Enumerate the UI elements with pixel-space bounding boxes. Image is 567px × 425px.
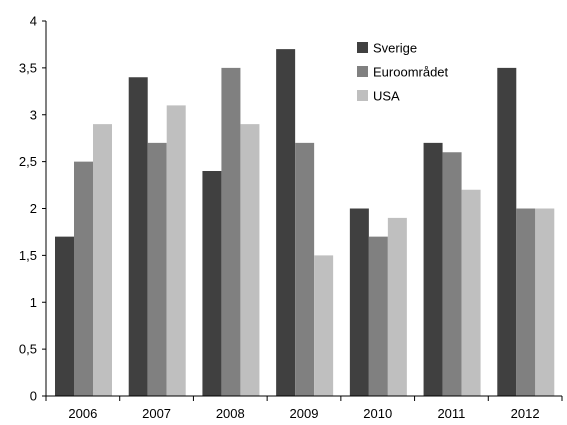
legend-swatch-euroområdet — [357, 66, 368, 77]
bar-sverige-2009 — [276, 49, 296, 397]
bar-usa-2010 — [387, 217, 407, 397]
x-tick-label-2006: 2006 — [68, 406, 97, 421]
x-tick-label-2007: 2007 — [142, 406, 171, 421]
bar-euroområdet-2012 — [516, 208, 536, 396]
bar-euroområdet-2006 — [74, 161, 93, 397]
bar-sverige-2010 — [349, 208, 369, 396]
y-tick-label-8: 4 — [30, 14, 37, 29]
bar-usa-2012 — [535, 208, 555, 396]
y-tick-label-6: 3 — [30, 107, 37, 122]
y-ticks-group: 0 0,5 1 1,5 2 2,5 3 3,5 4 — [19, 14, 46, 404]
bar-euroområdet-2008 — [221, 67, 241, 397]
x-tick-label-2009: 2009 — [290, 406, 319, 421]
legend-label-usa: USA — [373, 89, 400, 104]
legend: Sverige Euroområdet USA — [357, 41, 449, 104]
bars-group — [55, 49, 555, 397]
legend-label-sverige: Sverige — [373, 41, 417, 56]
y-tick-label-2: 1 — [30, 295, 37, 310]
bar-euroområdet-2007 — [147, 142, 167, 396]
bar-usa-2011 — [461, 189, 481, 396]
x-tick-label-2010: 2010 — [363, 406, 392, 421]
bar-usa-2008 — [240, 124, 260, 397]
bar-sverige-2011 — [423, 142, 443, 396]
y-tick-label-1: 0,5 — [19, 342, 37, 357]
bar-sverige-2012 — [497, 67, 517, 397]
y-tick-label-3: 1,5 — [19, 248, 37, 263]
bar-sverige-2006 — [55, 236, 74, 397]
bar-sverige-2007 — [128, 77, 148, 396]
bar-euroområdet-2010 — [368, 236, 388, 397]
y-tick-label-0: 0 — [30, 389, 37, 404]
legend-swatch-sverige — [357, 42, 368, 53]
bar-euroområdet-2011 — [442, 152, 462, 396]
x-tick-label-2008: 2008 — [216, 406, 245, 421]
bar-euroområdet-2009 — [295, 142, 315, 396]
bar-usa-2009 — [314, 255, 334, 397]
y-tick-label-4: 2 — [30, 201, 37, 216]
bar-usa-2007 — [166, 105, 186, 397]
bar-sverige-2008 — [202, 171, 222, 396]
x-tick-label-2012: 2012 — [511, 406, 540, 421]
legend-swatch-usa — [357, 90, 368, 101]
y-tick-label-7: 3,5 — [19, 60, 37, 75]
bar-usa-2006 — [93, 124, 112, 397]
x-tick-label-2011: 2011 — [437, 406, 465, 421]
y-tick-label-5: 2,5 — [19, 154, 37, 169]
legend-label-euroområdet: Euroområdet — [373, 65, 449, 80]
x-ticks-group: 2006 2007 2008 2009 2010 2011 2012 — [45, 396, 563, 421]
